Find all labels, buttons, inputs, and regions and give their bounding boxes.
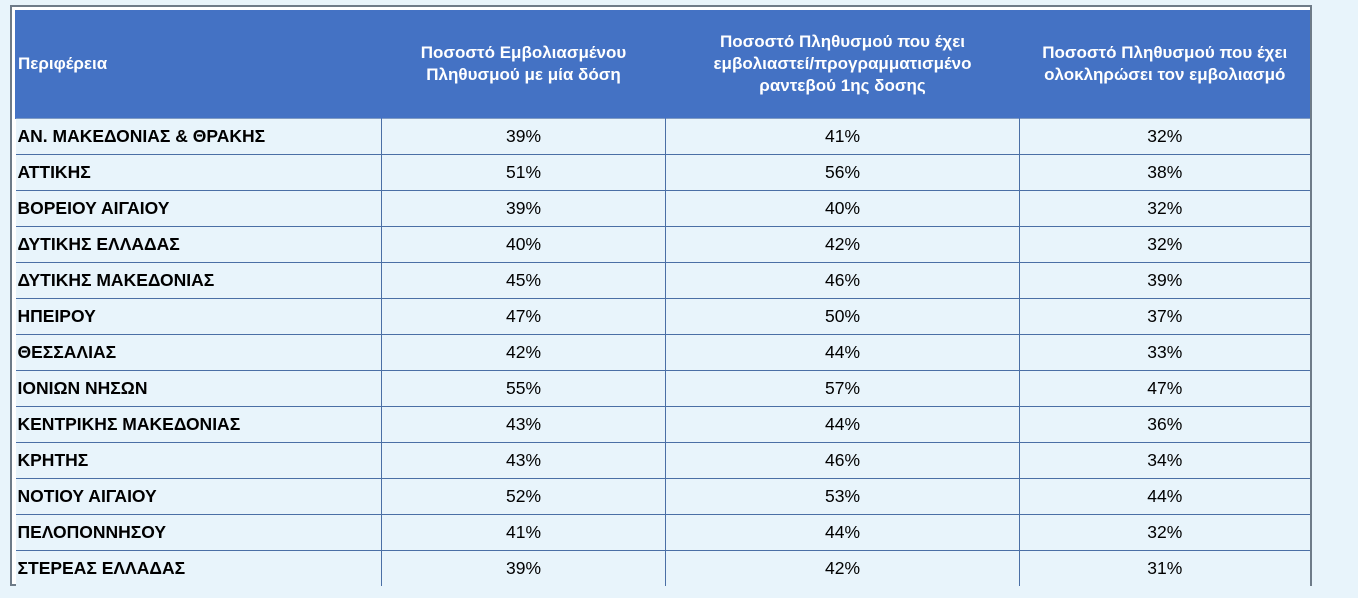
table-row: ΣΤΕΡΕΑΣ ΕΛΛΑΔΑΣ 39% 42% 31% <box>15 550 1310 586</box>
region-cell: ΒΟΡΕΙΟΥ ΑΙΓΑΙΟΥ <box>15 190 382 227</box>
first-dose-appointment-cell: 46% <box>665 442 1020 479</box>
one-dose-cell: 52% <box>381 478 666 515</box>
first-dose-appointment-cell: 44% <box>665 514 1020 551</box>
region-cell: ΘΕΣΣΑΛΙΑΣ <box>15 334 382 371</box>
fully-vaccinated-cell: 47% <box>1019 370 1310 407</box>
table-row: ΚΡΗΤΗΣ 43% 46% 34% <box>15 442 1310 479</box>
region-cell: ΔΥΤΙΚΗΣ ΕΛΛΑΔΑΣ <box>15 226 382 263</box>
table-header: Περιφέρεια Ποσοστό Εμβολιασμένου Πληθυσμ… <box>15 10 1310 119</box>
table-row: ΝΟΤΙΟΥ ΑΙΓΑΙΟΥ 52% 53% 44% <box>15 478 1310 515</box>
one-dose-cell: 39% <box>381 118 666 155</box>
region-cell: ΑΤΤΙΚΗΣ <box>15 154 382 191</box>
table-row: ΑΤΤΙΚΗΣ 51% 56% 38% <box>15 154 1310 191</box>
one-dose-cell: 43% <box>381 442 666 479</box>
region-cell: ΙΟΝΙΩΝ ΝΗΣΩΝ <box>15 370 382 407</box>
first-dose-appointment-cell: 44% <box>665 406 1020 443</box>
table-row: ΑΝ. ΜΑΚΕΔΟΝΙΑΣ & ΘΡΑΚΗΣ 39% 41% 32% <box>15 118 1310 155</box>
vaccination-table: Περιφέρεια Ποσοστό Εμβολιασμένου Πληθυσμ… <box>15 10 1310 586</box>
first-dose-appointment-cell: 42% <box>665 550 1020 586</box>
fully-vaccinated-cell: 32% <box>1019 226 1310 263</box>
header-first-dose-appointment: Ποσοστό Πληθυσμού που έχει εμβολιαστεί/π… <box>665 10 1020 119</box>
one-dose-cell: 40% <box>381 226 666 263</box>
region-cell: ΗΠΕΙΡΟΥ <box>15 298 382 335</box>
first-dose-appointment-cell: 50% <box>665 298 1020 335</box>
first-dose-appointment-cell: 46% <box>665 262 1020 299</box>
fully-vaccinated-cell: 32% <box>1019 190 1310 227</box>
fully-vaccinated-cell: 33% <box>1019 334 1310 371</box>
one-dose-cell: 43% <box>381 406 666 443</box>
first-dose-appointment-cell: 44% <box>665 334 1020 371</box>
one-dose-cell: 55% <box>381 370 666 407</box>
first-dose-appointment-cell: 41% <box>665 118 1020 155</box>
vaccination-table-frame: Περιφέρεια Ποσοστό Εμβολιασμένου Πληθυσμ… <box>10 5 1312 586</box>
region-cell: ΝΟΤΙΟΥ ΑΙΓΑΙΟΥ <box>15 478 382 515</box>
region-cell: ΣΤΕΡΕΑΣ ΕΛΛΑΔΑΣ <box>15 550 382 586</box>
header-region: Περιφέρεια <box>15 10 382 119</box>
fully-vaccinated-cell: 36% <box>1019 406 1310 443</box>
region-cell: ΑΝ. ΜΑΚΕΔΟΝΙΑΣ & ΘΡΑΚΗΣ <box>15 118 382 155</box>
one-dose-cell: 42% <box>381 334 666 371</box>
one-dose-cell: 41% <box>381 514 666 551</box>
header-row: Περιφέρεια Ποσοστό Εμβολιασμένου Πληθυσμ… <box>15 10 1310 119</box>
fully-vaccinated-cell: 37% <box>1019 298 1310 335</box>
one-dose-cell: 47% <box>381 298 666 335</box>
first-dose-appointment-cell: 53% <box>665 478 1020 515</box>
fully-vaccinated-cell: 39% <box>1019 262 1310 299</box>
fully-vaccinated-cell: 44% <box>1019 478 1310 515</box>
header-fully-vaccinated: Ποσοστό Πληθυσμού που έχει ολοκληρώσει τ… <box>1019 10 1310 119</box>
first-dose-appointment-cell: 40% <box>665 190 1020 227</box>
region-cell: ΔΥΤΙΚΗΣ ΜΑΚΕΔΟΝΙΑΣ <box>15 262 382 299</box>
table-row: ΒΟΡΕΙΟΥ ΑΙΓΑΙΟΥ 39% 40% 32% <box>15 190 1310 227</box>
table-row: ΗΠΕΙΡΟΥ 47% 50% 37% <box>15 298 1310 335</box>
region-cell: ΠΕΛΟΠΟΝΝΗΣΟΥ <box>15 514 382 551</box>
table-body: ΑΝ. ΜΑΚΕΔΟΝΙΑΣ & ΘΡΑΚΗΣ 39% 41% 32% ΑΤΤΙΚΗΣ 5… <box>15 118 1310 586</box>
fully-vaccinated-cell: 38% <box>1019 154 1310 191</box>
fully-vaccinated-cell: 32% <box>1019 118 1310 155</box>
table-row: ΙΟΝΙΩΝ ΝΗΣΩΝ 55% 57% 47% <box>15 370 1310 407</box>
fully-vaccinated-cell: 34% <box>1019 442 1310 479</box>
table-row: ΔΥΤΙΚΗΣ ΕΛΛΑΔΑΣ 40% 42% 32% <box>15 226 1310 263</box>
one-dose-cell: 45% <box>381 262 666 299</box>
fully-vaccinated-cell: 31% <box>1019 550 1310 586</box>
table-row: ΚΕΝΤΡΙΚΗΣ ΜΑΚΕΔΟΝΙΑΣ 43% 44% 36% <box>15 406 1310 443</box>
one-dose-cell: 39% <box>381 550 666 586</box>
one-dose-cell: 51% <box>381 154 666 191</box>
header-one-dose: Ποσοστό Εμβολιασμένου Πληθυσμού με μία δ… <box>381 10 666 119</box>
table-row: ΠΕΛΟΠΟΝΝΗΣΟΥ 41% 44% 32% <box>15 514 1310 551</box>
table-row: ΘΕΣΣΑΛΙΑΣ 42% 44% 33% <box>15 334 1310 371</box>
one-dose-cell: 39% <box>381 190 666 227</box>
first-dose-appointment-cell: 56% <box>665 154 1020 191</box>
fully-vaccinated-cell: 32% <box>1019 514 1310 551</box>
region-cell: ΚΕΝΤΡΙΚΗΣ ΜΑΚΕΔΟΝΙΑΣ <box>15 406 382 443</box>
first-dose-appointment-cell: 42% <box>665 226 1020 263</box>
table-row: ΔΥΤΙΚΗΣ ΜΑΚΕΔΟΝΙΑΣ 45% 46% 39% <box>15 262 1310 299</box>
first-dose-appointment-cell: 57% <box>665 370 1020 407</box>
region-cell: ΚΡΗΤΗΣ <box>15 442 382 479</box>
